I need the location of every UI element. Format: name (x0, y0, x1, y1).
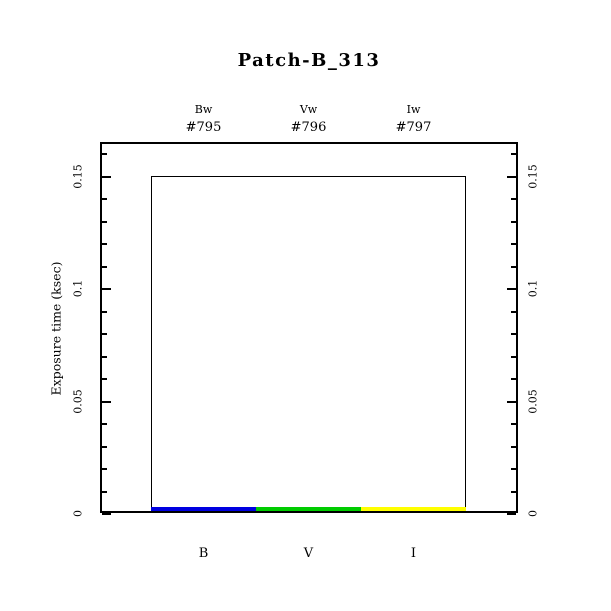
exposure-bar-v (256, 507, 361, 511)
filter-labels-row: Bw Vw Iw (151, 103, 466, 116)
y-tick-label: 0.15 (71, 164, 85, 189)
y-tick-label: 0.05 (526, 389, 540, 414)
exposure-id-797: #797 (395, 120, 432, 135)
y-axis-title: Exposure time (ksec) (48, 261, 64, 396)
y-axis-tick (102, 153, 107, 155)
y-axis-tick (511, 491, 516, 493)
filter-label-iw: Iw (406, 103, 421, 116)
y-tick-label: 0.15 (526, 164, 540, 189)
y-axis-tick (102, 423, 107, 425)
y-tick-label: 0.1 (526, 279, 540, 298)
y-axis-tick (102, 378, 107, 380)
y-axis-tick (511, 153, 516, 155)
y-axis-tick (511, 198, 516, 200)
y-axis-tick (507, 288, 516, 290)
y-axis-tick (102, 333, 107, 335)
y-axis-tick (511, 243, 516, 245)
band-label-b: B (198, 546, 209, 561)
y-axis-tick (102, 176, 111, 178)
y-axis-tick (507, 176, 516, 178)
exposure-id-796: #796 (290, 120, 327, 135)
plot-box (100, 142, 518, 513)
y-axis-tick (511, 266, 516, 268)
y-axis-tick (507, 513, 516, 515)
y-axis-tick (102, 513, 111, 515)
exposure-id-795: #795 (185, 120, 222, 135)
y-axis-tick (102, 221, 107, 223)
y-axis-tick (511, 221, 516, 223)
y-axis-tick (102, 311, 107, 313)
y-tick-label: 0.1 (71, 279, 85, 298)
filter-label-vw: Vw (299, 103, 318, 116)
y-axis-tick (511, 446, 516, 448)
y-axis-tick (102, 468, 107, 470)
y-tick-label: 0.05 (71, 389, 85, 414)
y-axis-tick (102, 356, 107, 358)
y-axis-tick (102, 491, 107, 493)
y-axis-tick (511, 423, 516, 425)
band-label-v: V (303, 546, 314, 561)
y-axis-tick (511, 356, 516, 358)
exposure-outline-box (151, 176, 466, 513)
y-tick-label: 0 (71, 510, 85, 517)
y-axis-tick (511, 333, 516, 335)
y-axis-tick (102, 243, 107, 245)
band-labels-row: B V I (151, 546, 466, 561)
y-axis-tick (102, 288, 111, 290)
y-axis-tick (511, 311, 516, 313)
exposure-bar-b (151, 507, 256, 511)
band-label-i: I (410, 546, 417, 561)
filter-label-bw: Bw (194, 103, 213, 116)
y-axis-tick (102, 266, 107, 268)
y-axis-tick (511, 468, 516, 470)
y-tick-label: 0 (526, 510, 540, 517)
y-axis-tick (511, 378, 516, 380)
y-axis-tick (102, 446, 107, 448)
plot-title: Patch-B_313 (237, 50, 381, 71)
exposure-id-row: #795 #796 #797 (151, 120, 466, 135)
exposure-bar-i (361, 507, 466, 511)
y-axis-tick (507, 401, 516, 403)
y-axis-tick (102, 401, 111, 403)
y-axis-tick (102, 198, 107, 200)
